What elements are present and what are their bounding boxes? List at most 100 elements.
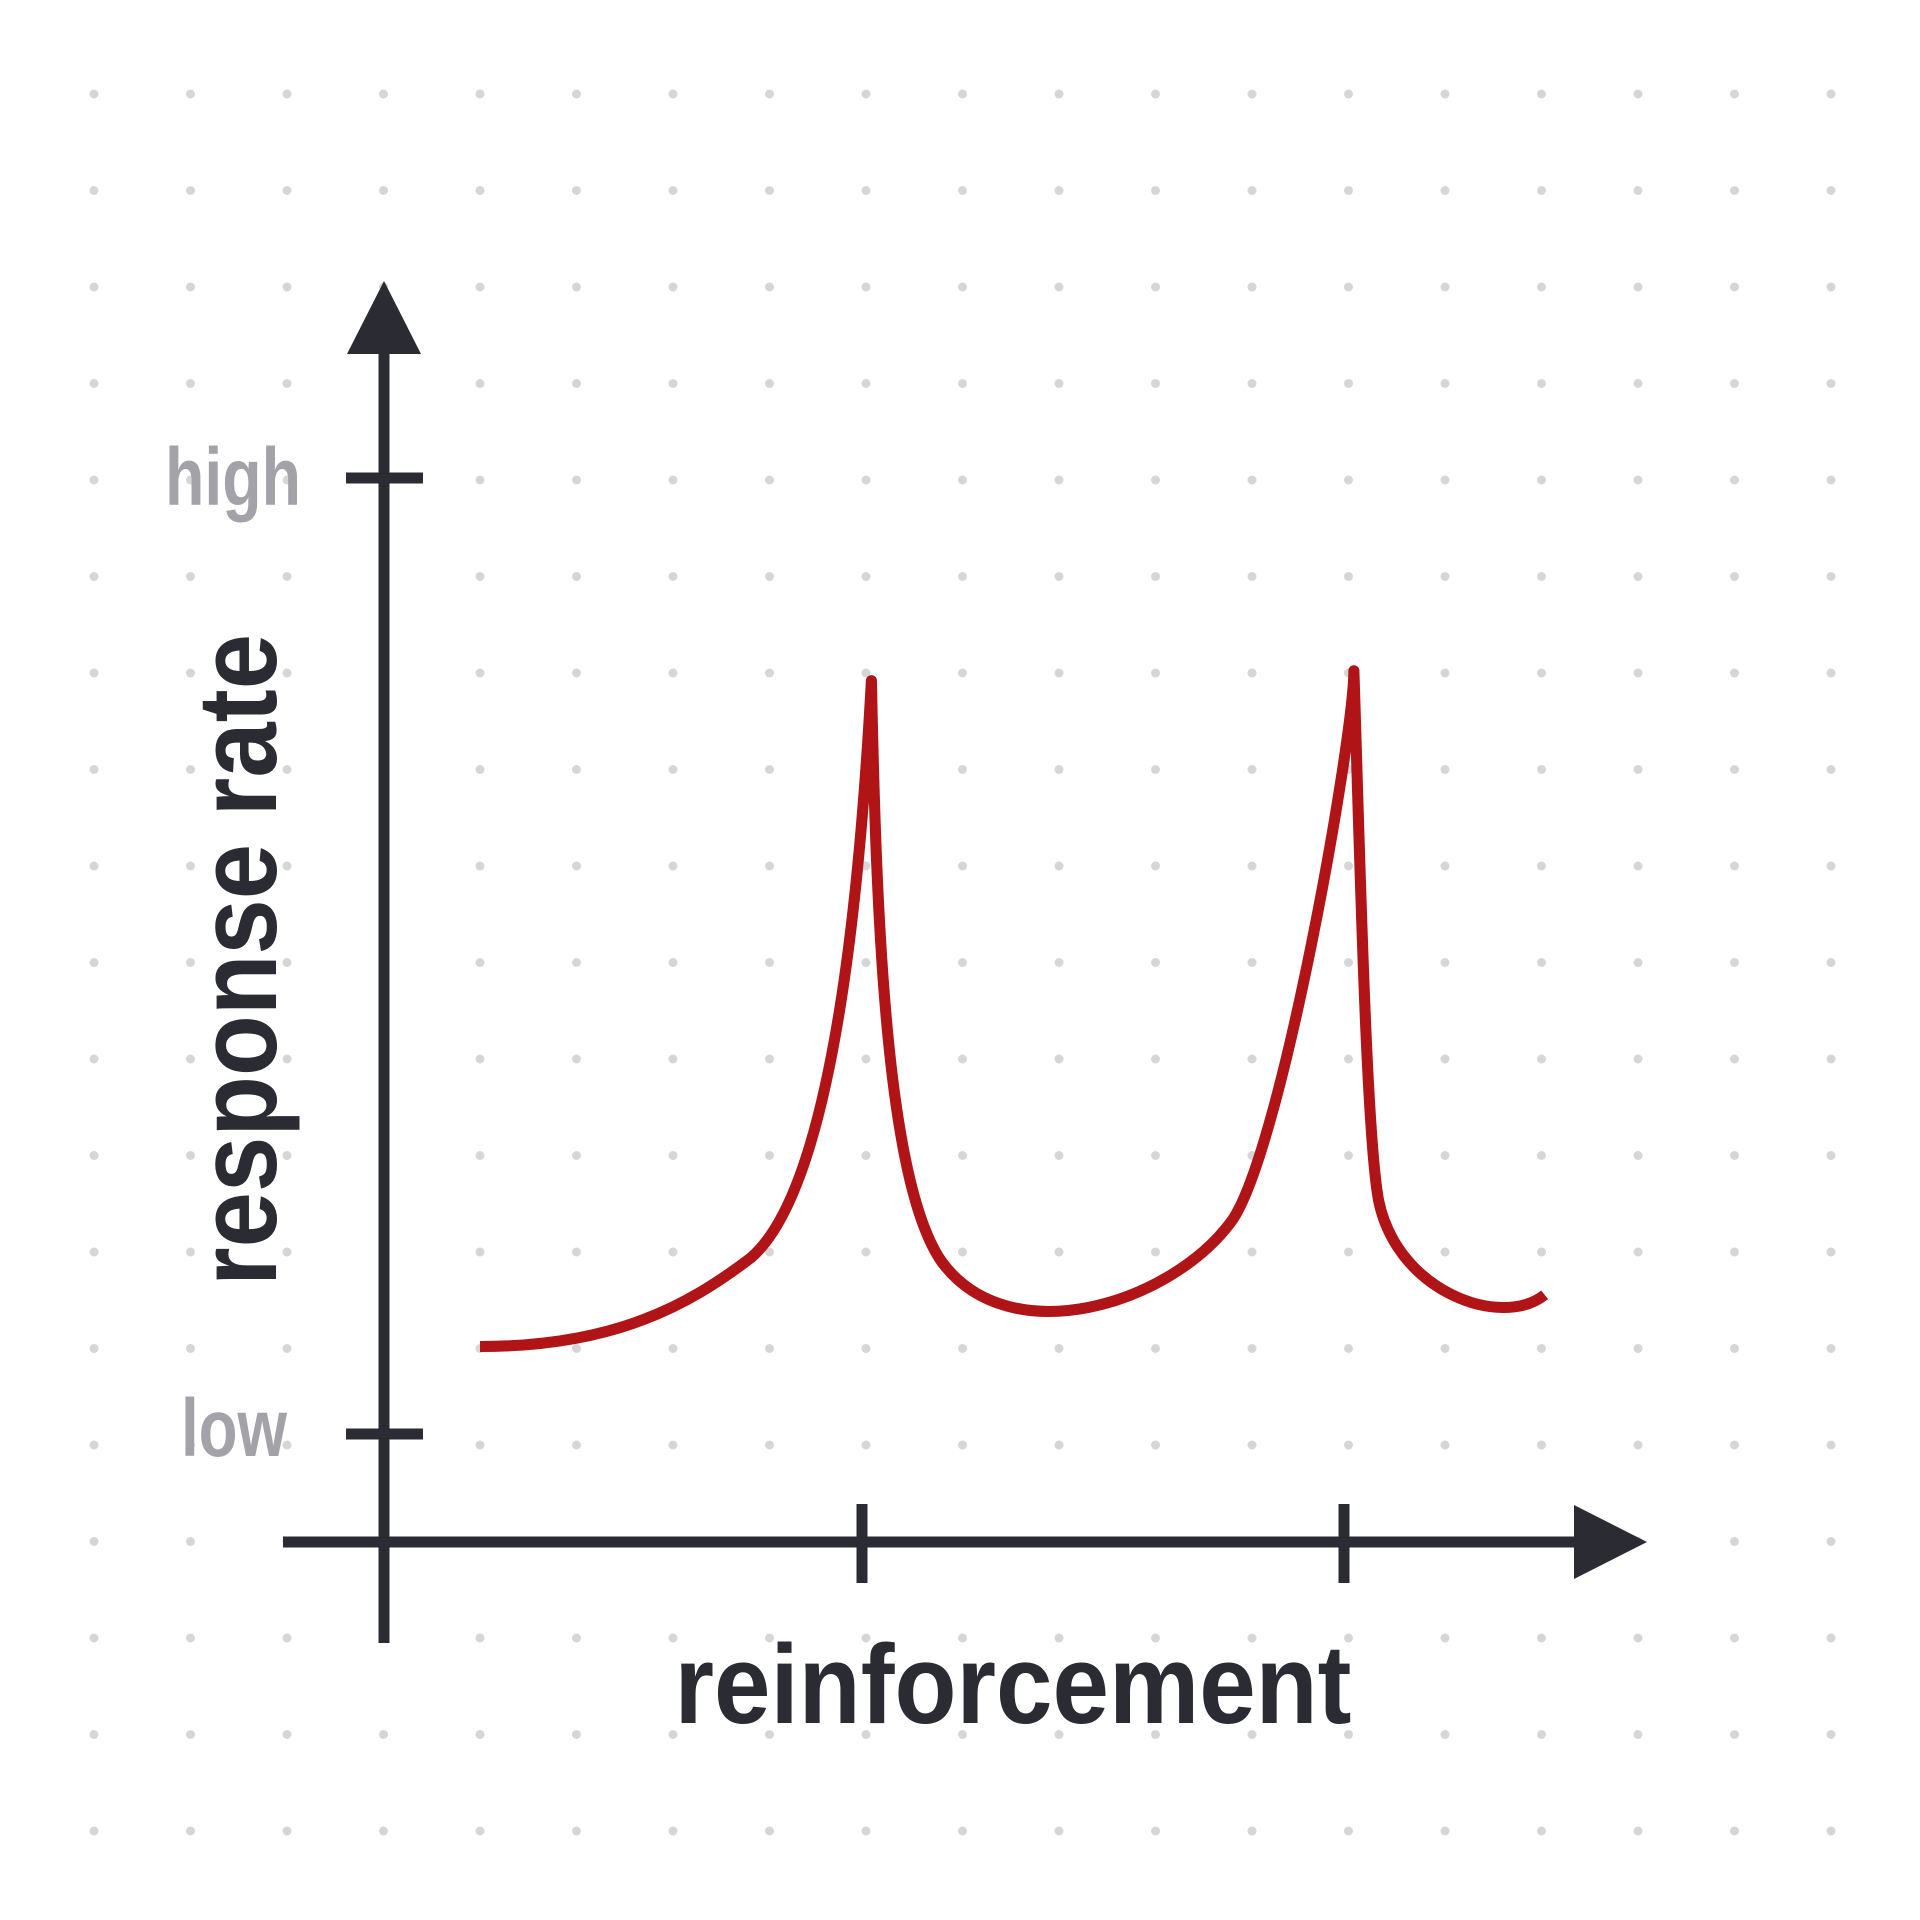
grid-dot [958, 1344, 967, 1353]
grid-dot [572, 958, 581, 967]
grid-dot [668, 861, 678, 871]
grid-dot [89, 1537, 99, 1546]
grid-dot [475, 1247, 485, 1257]
grid-dot [668, 1054, 678, 1064]
grid-dot [1054, 379, 1064, 388]
grid-dot [668, 1440, 678, 1450]
grid-dot [186, 1633, 195, 1643]
grid-dot [1440, 765, 1450, 774]
grid-dot [1537, 1247, 1546, 1257]
grid-dot [1151, 186, 1160, 195]
grid-dot [958, 475, 967, 485]
grid-dot [282, 1440, 292, 1450]
grid-dot [1151, 475, 1160, 485]
grid-dot [1730, 379, 1739, 388]
grid-dot [861, 379, 871, 388]
grid-dot [1730, 89, 1739, 99]
grid-dot [958, 668, 967, 678]
grid-dot [475, 572, 485, 581]
grid-dot [861, 1633, 871, 1643]
grid-dot [186, 186, 195, 195]
grid-dot [668, 1247, 678, 1257]
grid-dot [1054, 1247, 1064, 1257]
x-axis-label: reinforcement [675, 1622, 1352, 1747]
grid-dot [475, 89, 485, 99]
grid-dot [282, 1730, 292, 1739]
grid-dot [765, 1826, 774, 1836]
grid-dot [1826, 1151, 1836, 1160]
grid-dot [186, 89, 195, 99]
grid-dot [668, 1633, 678, 1643]
y-axis-label: response rate [175, 634, 300, 1286]
grid-dot [861, 668, 871, 678]
grid-dot [89, 282, 99, 292]
grid-dot [1537, 379, 1546, 388]
grid-dot [1440, 282, 1450, 292]
grid-dot [1151, 1633, 1160, 1643]
grid-dot [1633, 861, 1643, 871]
y-tick-label: low [181, 1383, 287, 1474]
grid-dot [89, 861, 99, 871]
grid-dot [1440, 379, 1450, 388]
grid-dot [1440, 1730, 1450, 1739]
grid-dot [379, 89, 388, 99]
grid-dot [861, 1054, 871, 1064]
grid-dot [1440, 1826, 1450, 1836]
grid-dot [958, 861, 967, 871]
grid-dot [1151, 861, 1160, 871]
grid-dot [89, 668, 99, 678]
grid-dot [1247, 1440, 1257, 1450]
axes [283, 350, 1580, 1643]
grid-dot [1633, 1440, 1643, 1450]
grid-dot [668, 379, 678, 388]
grid-dot [1151, 282, 1160, 292]
grid-dot [379, 1826, 388, 1836]
grid-dot [1344, 1151, 1353, 1160]
grid-dot [572, 282, 581, 292]
grid-dot [1344, 1730, 1353, 1739]
grid-dot [668, 186, 678, 195]
grid-dot [1440, 1054, 1450, 1064]
grid-dot [861, 861, 871, 871]
grid-dot [861, 572, 871, 581]
grid-dot [958, 282, 967, 292]
grid-dot [1537, 1826, 1546, 1836]
grid-dot [1247, 89, 1257, 99]
grid-dot [765, 1344, 774, 1353]
grid-dot [1826, 668, 1836, 678]
grid-dot [958, 186, 967, 195]
grid-dot [475, 668, 485, 678]
grid-dot [1730, 1826, 1739, 1836]
y-tick-label: high [165, 432, 301, 523]
grid-dot [765, 1247, 774, 1257]
grid-dot [1633, 186, 1643, 195]
grid-dot [765, 1730, 774, 1739]
grid-dot [1151, 1344, 1160, 1353]
grid-dot [89, 1440, 99, 1450]
grid-dot [861, 1344, 871, 1353]
grid-dot [765, 861, 774, 871]
grid-dot [572, 1633, 581, 1643]
grid-dot [1440, 89, 1450, 99]
grid-dot [861, 89, 871, 99]
grid-dot [1054, 282, 1064, 292]
grid-dot [1054, 186, 1064, 195]
grid-dot [1826, 1247, 1836, 1257]
grid-dot [186, 1247, 195, 1257]
grid-dot [1537, 1633, 1546, 1643]
grid-dot [1151, 1440, 1160, 1450]
grid-dot [475, 1633, 485, 1643]
grid-dot [1633, 1054, 1643, 1064]
grid-dot [668, 668, 678, 678]
grid-dot [765, 1440, 774, 1450]
grid-dot [282, 379, 292, 388]
grid-dot [1151, 1730, 1160, 1739]
grid-dot [282, 861, 292, 871]
x-axis-arrow [1574, 1505, 1647, 1579]
grid-dot [1730, 186, 1739, 195]
grid-dot [89, 1826, 99, 1836]
grid-dot [572, 379, 581, 388]
grid-dot [475, 186, 485, 195]
grid-dot [1537, 475, 1546, 485]
